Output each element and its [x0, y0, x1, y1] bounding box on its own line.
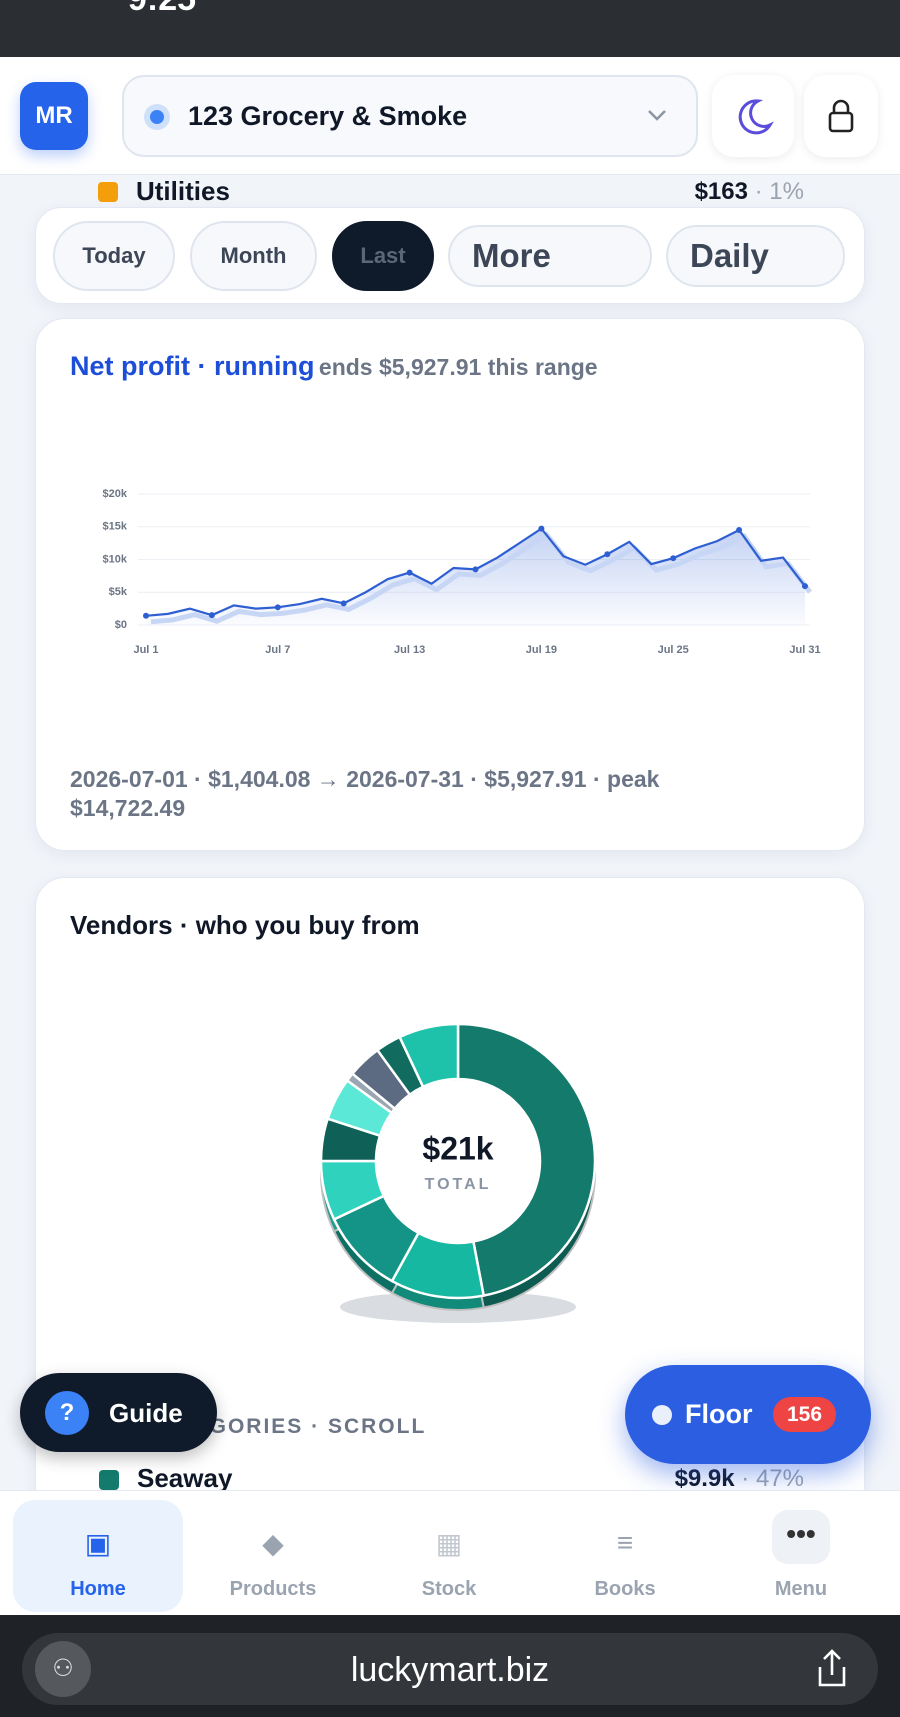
share: · 47%: [741, 1465, 804, 1492]
swatch: [99, 1470, 119, 1490]
summary: 2026-07-01 · $1,404.08 → 2026-07-31 · $5…: [70, 766, 660, 821]
store-selector[interactable]: 123 Grocery & Smoke: [122, 75, 698, 157]
y-tick-label: $20k: [103, 488, 128, 500]
header: MR 123 Grocery & Smoke: [0, 57, 900, 175]
donut-segment: [398, 1022, 460, 1089]
donut-chart: $21k TOTAL: [319, 1022, 597, 1323]
url-bar[interactable]: ⚇ luckymart.biz: [22, 1633, 878, 1705]
nav-label: Books: [594, 1578, 656, 1600]
point: [802, 583, 808, 590]
filter-select[interactable]: Daily: [666, 225, 845, 287]
swatch: [98, 182, 118, 202]
status-bar: 9:25: [0, 0, 900, 57]
guide-label: Guide: [109, 1398, 183, 1428]
point: [736, 527, 743, 534]
donut-hole: [377, 1080, 539, 1242]
floor-label: Floor: [685, 1399, 753, 1429]
line-chart: $0 $5k $10k $15k $20k Jul 1 Jul 7 Jul 13 Jul 19 J…: [103, 488, 821, 656]
nav-label: Stock: [421, 1578, 477, 1600]
row-value: $9.9k · 47%: [675, 1465, 804, 1493]
donut-segment: [456, 1022, 597, 1298]
y-tick-label: $10k: [103, 553, 128, 565]
point: [274, 604, 281, 611]
floor-dot: [652, 1405, 672, 1425]
top-row: Utilities $163 · 1%: [0, 160, 900, 210]
nav-item[interactable]: ◆ Products: [188, 1500, 358, 1612]
point: [406, 569, 413, 576]
donut-total: $21k: [422, 1130, 493, 1166]
nav-label: Menu: [774, 1578, 828, 1600]
point: [340, 600, 347, 607]
point: [538, 525, 545, 532]
moon-icon: [738, 99, 774, 135]
guide-button[interactable]: ? Guide: [20, 1373, 217, 1452]
x-tick-label: Jul 25: [658, 644, 689, 656]
card-title: Vendors · who you buy from: [70, 910, 420, 940]
lock-icon: [828, 99, 854, 133]
nav-item[interactable]: ≡ Books: [540, 1500, 710, 1612]
row-value: $163 · 1%: [695, 178, 804, 206]
nav-item[interactable]: ▣ Home: [13, 1500, 183, 1612]
store-name: 123 Grocery & Smoke: [188, 101, 468, 131]
amount: $9.9k: [674, 1465, 735, 1492]
floor-badge: 156: [773, 1397, 836, 1432]
donut-total-label: TOTAL: [425, 1176, 492, 1193]
browser-bar: ⚇ luckymart.biz: [0, 1615, 900, 1717]
chevron: [648, 110, 666, 121]
point: [208, 612, 215, 619]
row-label: Utilities: [136, 176, 230, 206]
line-shadow: [150, 531, 812, 625]
y-tick-label: $5k: [109, 586, 128, 598]
x-tick-label: Jul 7: [265, 644, 290, 656]
floor-button[interactable]: Floor 156: [625, 1365, 871, 1464]
point: [670, 555, 677, 562]
card-subtitle: ends $5,927.91 this range: [318, 354, 598, 380]
filter-select[interactable]: More: [448, 225, 652, 287]
status-dot: [144, 104, 170, 130]
nav-label: Products: [229, 1578, 317, 1600]
time: 9:25: [128, 0, 196, 19]
y-tick-label: $0: [115, 619, 127, 631]
filter-pill[interactable]: Month: [190, 221, 317, 291]
row-label: Seaway: [137, 1463, 233, 1493]
nav-label: Home: [70, 1578, 126, 1600]
nav-item[interactable]: ▦ Stock: [364, 1500, 534, 1612]
filter-pill-active[interactable]: Last: [332, 221, 434, 291]
theme-button[interactable]: [712, 75, 794, 157]
share: · 1%: [754, 178, 804, 205]
point: [143, 612, 149, 619]
x-tick-label: Jul 31: [789, 644, 820, 656]
point: [604, 551, 611, 558]
card-title: Net profit · running: [70, 351, 315, 381]
guide-icon: ?: [45, 1391, 89, 1435]
y-tick-label: $15k: [103, 521, 128, 533]
x-tick-label: Jul 19: [526, 644, 557, 656]
point: [472, 566, 479, 573]
lock-button[interactable]: [804, 75, 878, 157]
nav-item[interactable]: ••• Menu: [716, 1500, 886, 1612]
x-tick-label: Jul 13: [394, 644, 425, 656]
private-icon[interactable]: ⚇: [35, 1641, 91, 1697]
share-icon[interactable]: [810, 1645, 854, 1693]
x-tick-label: Jul 1: [133, 644, 158, 656]
url: luckymart.biz: [350, 1651, 550, 1689]
amount: $163: [694, 178, 748, 205]
filter-pill[interactable]: Today: [53, 221, 175, 291]
avatar[interactable]: MR: [20, 82, 88, 150]
